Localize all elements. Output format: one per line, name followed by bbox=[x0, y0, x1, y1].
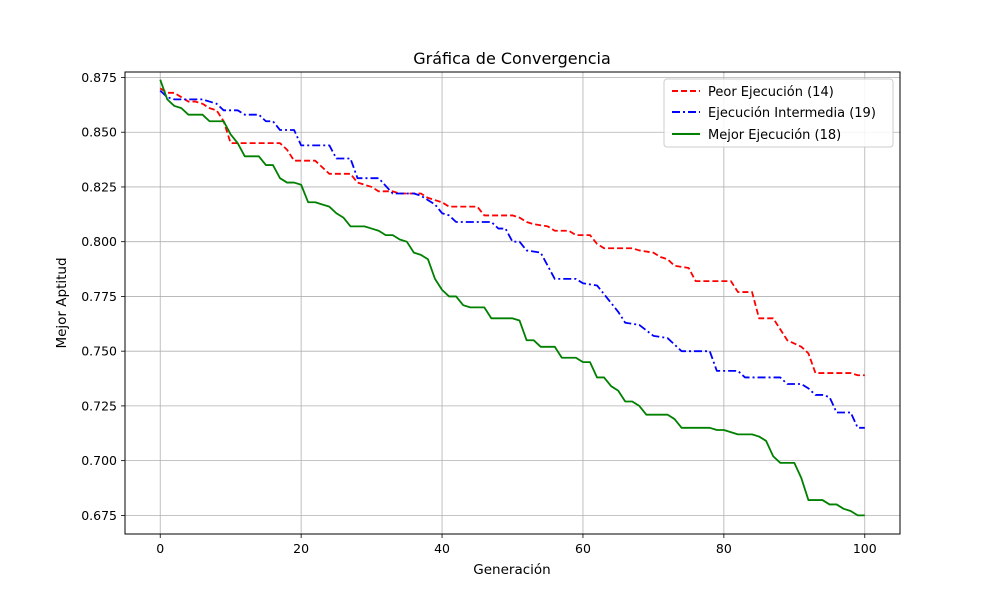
legend-label-intermedia: Ejecución Intermedia (19) bbox=[708, 106, 876, 121]
x-tick-label: 80 bbox=[716, 541, 732, 556]
y-tick-label: 0.675 bbox=[81, 508, 117, 523]
x-tick-label: 60 bbox=[575, 541, 591, 556]
legend-box bbox=[663, 78, 894, 148]
y-tick-label: 0.850 bbox=[81, 125, 117, 140]
x-axis-label: Generación bbox=[473, 562, 550, 578]
legend: Peor Ejecución (14) Ejecución Intermedia… bbox=[663, 78, 894, 148]
series-lines bbox=[159, 79, 865, 517]
y-tick-label: 0.775 bbox=[81, 289, 117, 304]
series-line-1 bbox=[159, 89, 865, 429]
x-tick-label: 40 bbox=[434, 541, 450, 556]
y-tick-label: 0.700 bbox=[81, 453, 117, 468]
plot-area-frame bbox=[124, 71, 901, 535]
y-axis-ticks: 0.675 0.700 0.725 0.750 0.775 0.800 0.825 0.850… bbox=[81, 70, 125, 523]
y-tick-label: 0.750 bbox=[81, 344, 117, 359]
y-tick-label: 0.800 bbox=[81, 234, 117, 249]
x-tick-label: 100 bbox=[853, 541, 877, 556]
y-tick-label: 0.725 bbox=[81, 398, 117, 413]
x-axis-ticks: 0 20 40 60 80 100 bbox=[156, 534, 877, 556]
x-tick-label: 20 bbox=[293, 541, 309, 556]
series-line-2 bbox=[159, 79, 865, 517]
y-tick-label: 0.875 bbox=[81, 70, 117, 85]
x-tick-label: 0 bbox=[156, 541, 164, 556]
y-tick-label: 0.825 bbox=[81, 179, 117, 194]
series-line-0 bbox=[159, 87, 865, 377]
legend-label-mejor: Mejor Ejecución (18) bbox=[708, 128, 841, 143]
chart-title: Gráfica de Convergencia bbox=[413, 49, 611, 68]
legend-label-peor: Peor Ejecución (14) bbox=[708, 85, 834, 100]
y-axis-label: Mejor Aptitud bbox=[54, 257, 70, 348]
